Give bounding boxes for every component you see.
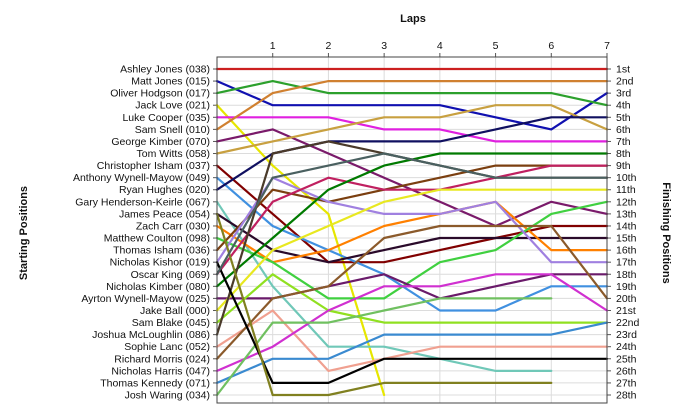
series-line <box>215 273 609 372</box>
finishing-label: 18th <box>616 269 637 281</box>
finishing-label: 25th <box>616 353 637 365</box>
starting-label: Oliver Hodgson (017) <box>110 88 210 100</box>
lap-tick-label: 6 <box>548 40 554 52</box>
series-line <box>215 79 609 131</box>
series-line <box>215 176 609 264</box>
starting-label: Zach Carr (030) <box>136 220 210 232</box>
finishing-label: 28th <box>616 390 637 402</box>
series-line <box>215 79 609 131</box>
finishing-label: 26th <box>616 365 637 377</box>
finishing-label: 27th <box>616 377 637 389</box>
series-line <box>215 297 553 397</box>
lap-tick-label: 2 <box>326 40 332 52</box>
starting-label: Nicholas Kimber (080) <box>106 281 210 293</box>
finishing-label: 13th <box>616 208 637 220</box>
starting-label: Nicholas Kishor (019) <box>110 257 210 269</box>
lap-tick-label: 3 <box>381 40 387 52</box>
starting-label: Thomas Kennedy (071) <box>100 377 210 389</box>
finishing-label: 1st <box>616 64 630 76</box>
starting-label: Oscar King (069) <box>131 269 210 281</box>
lap-tick-label: 7 <box>604 40 610 52</box>
finishing-label: 17th <box>616 257 637 269</box>
lap-tick-label: 1 <box>270 40 276 52</box>
series-line <box>215 200 609 264</box>
starting-label: Tom Witts (058) <box>136 148 210 160</box>
grid <box>217 57 608 403</box>
starting-label: Matthew Coulton (098) <box>104 233 210 245</box>
starting-label: George Kimber (070) <box>111 136 210 148</box>
starting-label: Sophie Lanc (052) <box>124 341 210 353</box>
plot-border <box>216 56 608 404</box>
series-line <box>215 79 609 107</box>
series-line <box>215 200 553 372</box>
x-axis-title: Laps <box>400 13 426 25</box>
starting-label: Richard Morris (024) <box>114 353 210 365</box>
series-lines <box>215 67 609 397</box>
series-line <box>215 261 609 384</box>
left-axis-title: Starting Positions <box>18 186 30 280</box>
series-line <box>215 224 609 360</box>
finishing-labels: 1st2nd3rd4th5th6th7th8th9th10th11th12th1… <box>607 64 640 402</box>
finishing-label: 11th <box>616 184 636 196</box>
finishing-label: 16th <box>616 245 637 257</box>
finishing-label: 19th <box>616 281 637 293</box>
starting-label: Luke Cooper (035) <box>122 112 210 124</box>
starting-label: Sam Blake (045) <box>132 317 210 329</box>
plot-frame <box>216 56 608 404</box>
starting-label: Thomas Isham (036) <box>113 245 210 257</box>
series-line <box>215 104 609 155</box>
series-line <box>215 164 609 276</box>
starting-label: Ayrton Wynell-Mayow (025) <box>81 293 210 305</box>
series-line <box>215 152 609 276</box>
finishing-label: 5th <box>616 112 631 124</box>
series-line <box>215 212 609 264</box>
finishing-label: 8th <box>616 148 631 160</box>
finishing-label: 10th <box>616 172 637 184</box>
starting-label: Jake Ball (000) <box>140 305 210 317</box>
starting-label: Anthony Wynell-Mayow (049) <box>73 172 210 184</box>
series-line <box>215 212 553 397</box>
finishing-label: 20th <box>616 293 637 305</box>
starting-label: Christopher Isham (037) <box>97 160 210 172</box>
starting-label: Nicholas Harris (047) <box>111 365 210 377</box>
starting-labels: Ashley Jones (038)Matt Jones (015)Oliver… <box>73 64 217 402</box>
series-line <box>215 309 609 372</box>
starting-label: Sam Snell (010) <box>135 124 210 136</box>
finishing-label: 15th <box>616 233 637 245</box>
series-line <box>215 164 609 264</box>
starting-label: Jack Love (021) <box>135 100 210 112</box>
starting-label: Matt Jones (015) <box>131 76 210 88</box>
series-line <box>215 116 609 143</box>
lap-tick-label: 5 <box>493 40 499 52</box>
finishing-label: 3rd <box>616 88 631 100</box>
finishing-label: 24th <box>616 341 637 353</box>
starting-label: Joshua McLoughlin (086) <box>92 329 210 341</box>
finishing-label: 9th <box>616 160 631 172</box>
series-line <box>215 321 609 384</box>
right-axis-title: Finishing Positions <box>660 182 672 283</box>
series-line <box>215 164 609 252</box>
finishing-label: 2nd <box>616 76 634 88</box>
starting-label: Ryan Hughes (020) <box>119 184 210 196</box>
lap-ticks: 1 2 3 4 5 6 7 <box>270 40 610 57</box>
starting-label: Gary Henderson-Keirle (067) <box>75 196 210 208</box>
finishing-label: 23rd <box>616 329 637 341</box>
lap-tick-label: 4 <box>437 40 443 52</box>
starting-label: James Peace (054) <box>119 208 210 220</box>
starting-label: Ashley Jones (038) <box>120 64 210 76</box>
finishing-label: 14th <box>616 220 637 232</box>
starting-label: Josh Waring (034) <box>125 390 210 402</box>
series-line <box>215 273 609 324</box>
finishing-label: 12th <box>616 196 637 208</box>
series-line <box>215 188 609 312</box>
finishing-label: 6th <box>616 124 631 136</box>
finishing-label: 4th <box>616 100 631 112</box>
finishing-label: 7th <box>616 136 631 148</box>
finishing-label: 21st <box>616 305 636 317</box>
series-line <box>215 200 609 300</box>
finishing-label: 22nd <box>616 317 640 329</box>
